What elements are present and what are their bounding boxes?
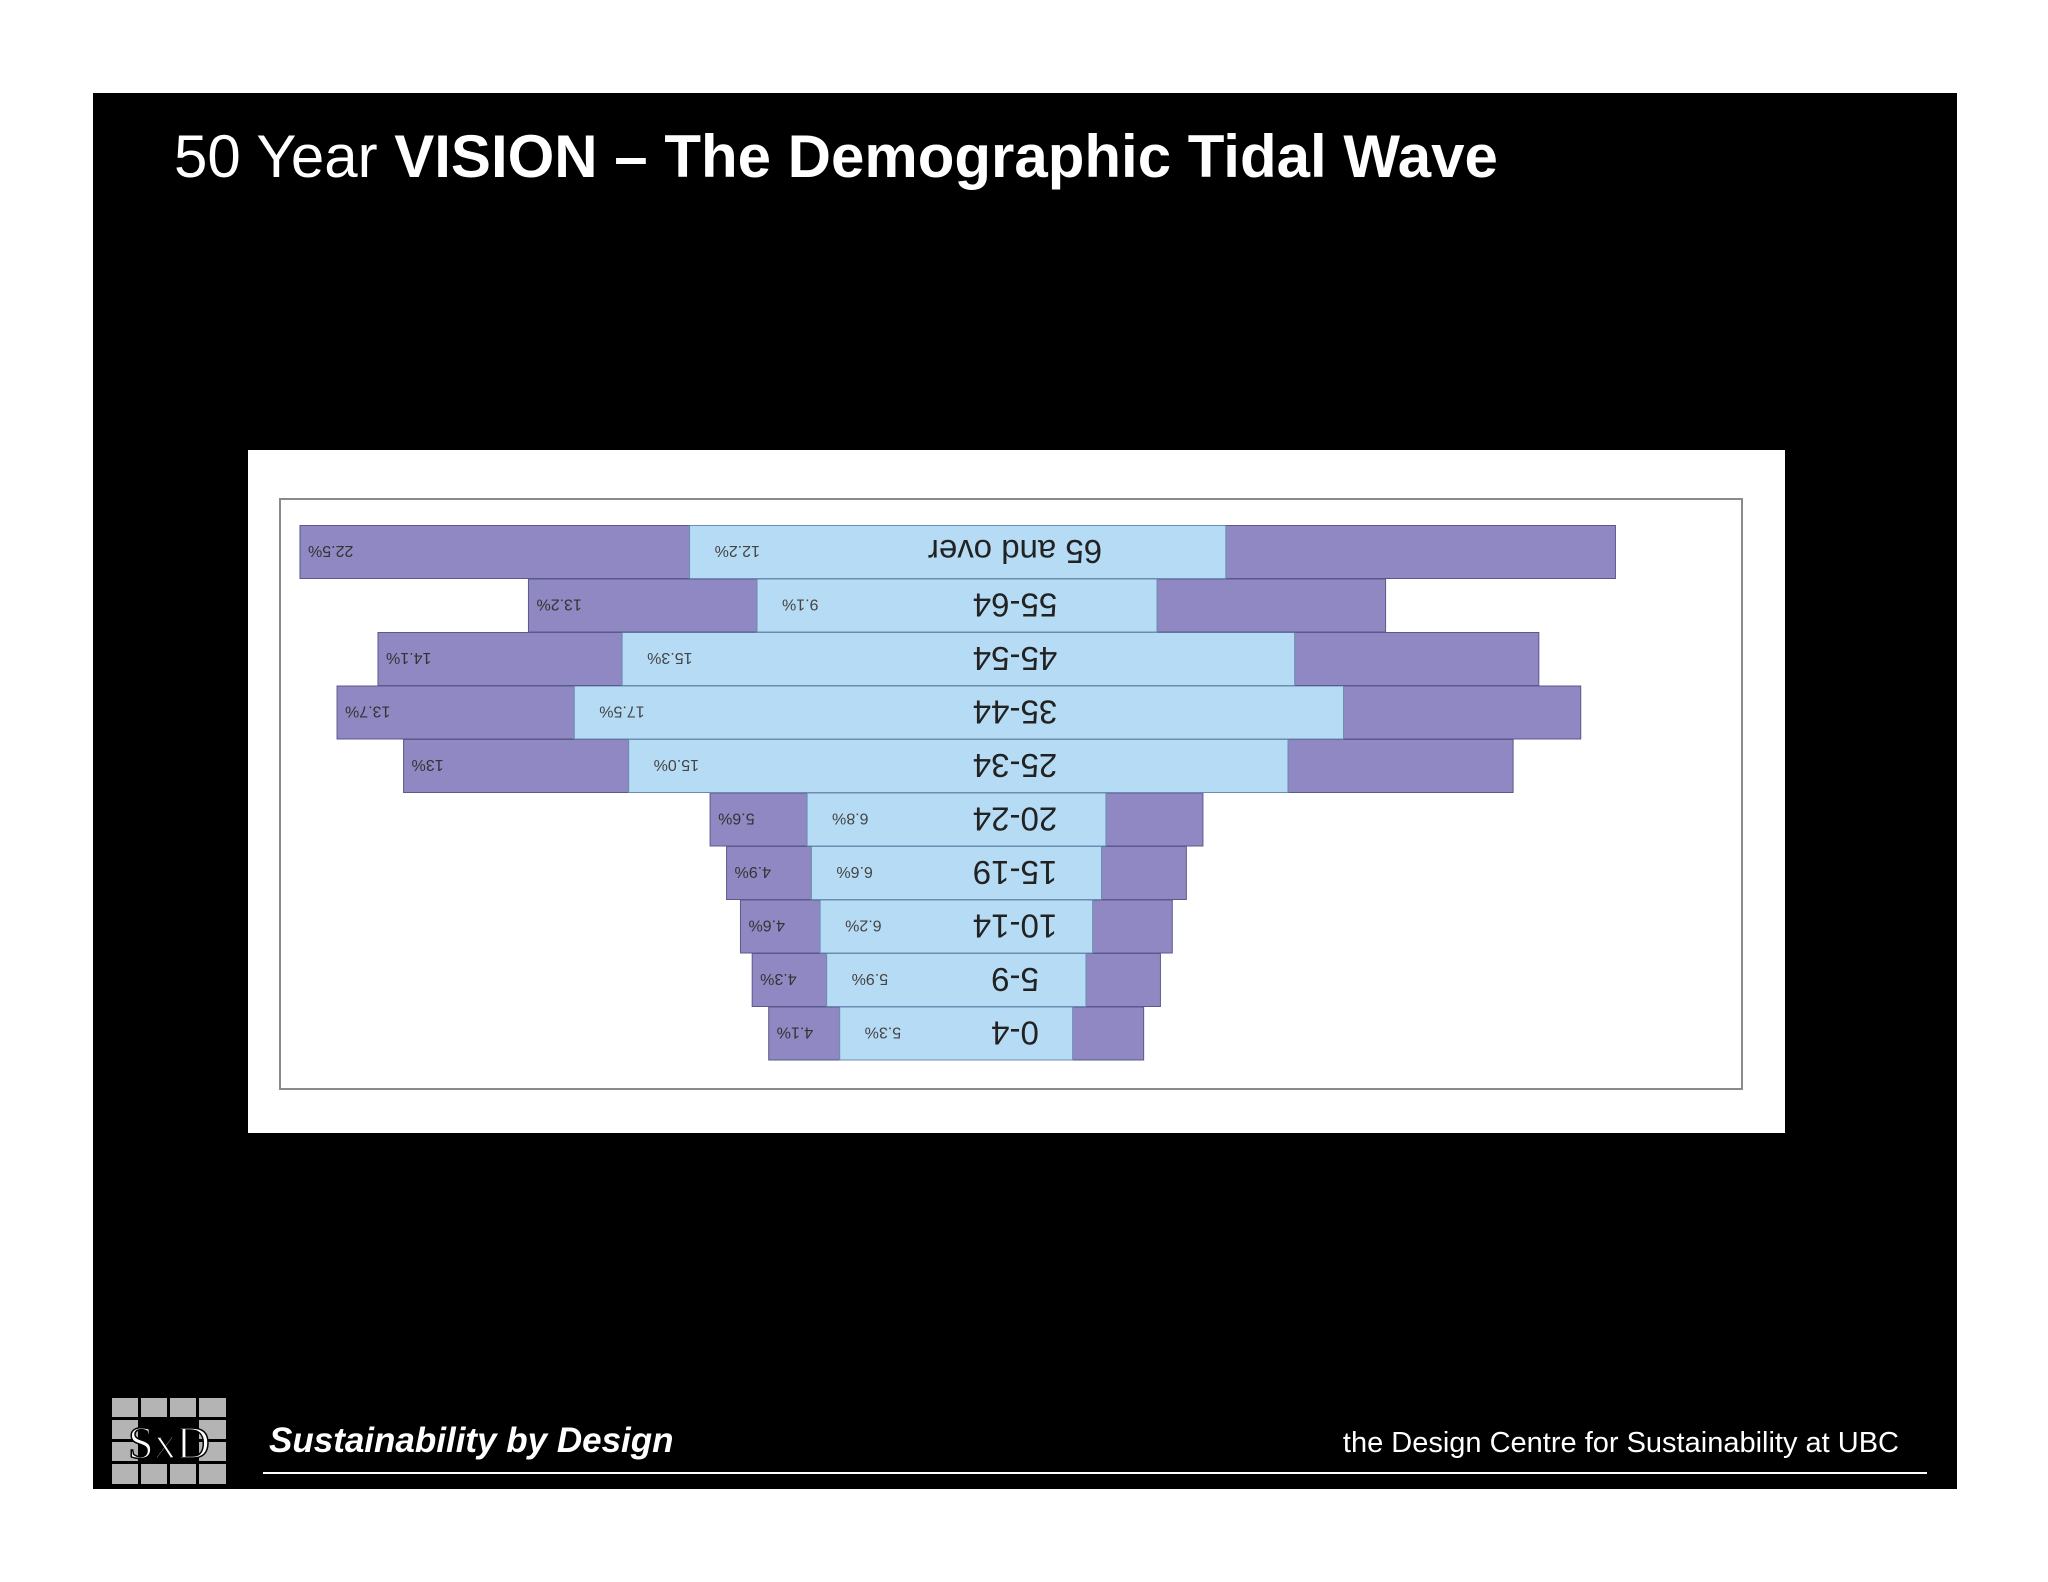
- inner-value-label: 12.2%: [715, 542, 760, 559]
- outer-value-label: 22.5%: [308, 542, 353, 559]
- outer-value-label: 4.3%: [760, 970, 796, 987]
- outer-value-label: 4.9%: [735, 863, 771, 880]
- population-pyramid-chart: 0-4 5.3% 4.1% 5-9 5.9% 4.3% 10-14 6.2% 4.6% 15-19…: [279, 498, 1743, 1090]
- inner-value-label: 15.3%: [647, 649, 692, 666]
- category-label: 20-24: [973, 801, 1057, 838]
- inner-value-label: 9.1%: [782, 596, 818, 613]
- sxd-logo: SxD: [112, 1398, 226, 1484]
- outer-value-label: 5.6%: [718, 810, 754, 827]
- footer-affiliation: the Design Centre for Sustainability at …: [1342, 1427, 1899, 1459]
- slide: 50 Year VISION – The Demographic Tidal W…: [93, 93, 1957, 1489]
- bar-inner-10-14: [819, 899, 1094, 954]
- inner-value-label: 6.2%: [845, 917, 881, 934]
- footer-divider: [263, 1472, 1927, 1474]
- bar-inner-65-and-over: [689, 525, 1227, 579]
- inner-value-label: 6.8%: [832, 810, 868, 827]
- category-label: 25-34: [973, 747, 1057, 784]
- chart-panel: 0-4 5.3% 4.1% 5-9 5.9% 4.3% 10-14 6.2% 4.6% 15-19…: [248, 450, 1785, 1133]
- inner-value-label: 5.9%: [852, 970, 888, 987]
- title-bold: VISION – The Demographic Tidal Wave: [394, 123, 1498, 190]
- title-light: 50 Year: [174, 123, 395, 190]
- slide-title: 50 Year VISION – The Demographic Tidal W…: [174, 121, 1498, 193]
- category-label: 35-44: [973, 694, 1057, 731]
- category-label: 10-14: [973, 908, 1057, 945]
- chart-rows: 0-4 5.3% 4.1% 5-9 5.9% 4.3% 10-14 6.2% 4.6% 15-19…: [299, 525, 1616, 1061]
- outer-value-label: 13%: [412, 756, 444, 773]
- inner-value-label: 6.6%: [836, 863, 872, 880]
- bar-inner-5-9: [826, 953, 1087, 1007]
- bar-inner-15-19: [810, 846, 1103, 900]
- bar-inner-20-24: [806, 792, 1107, 847]
- category-label: 0-4: [991, 1015, 1039, 1052]
- outer-value-label: 13.7%: [345, 703, 390, 720]
- inner-value-label: 15.0%: [654, 756, 699, 773]
- category-label: 45-54: [973, 640, 1057, 677]
- category-label: 15-19: [973, 854, 1057, 891]
- inner-value-label: 5.3%: [865, 1024, 901, 1041]
- category-label: 65 and over: [928, 533, 1102, 570]
- bar-inner-45-54: [621, 632, 1296, 686]
- outer-value-label: 4.6%: [748, 917, 784, 934]
- outer-value-label: 13.2%: [536, 596, 581, 613]
- logo-text: SxD: [128, 1417, 210, 1468]
- category-label: 5-9: [991, 961, 1039, 998]
- category-label: 55-64: [973, 587, 1057, 624]
- footer-brand: Sustainability by Design: [269, 1421, 674, 1460]
- outer-value-label: 4.1%: [777, 1024, 813, 1041]
- bar-inner-25-34: [628, 739, 1289, 793]
- bar-inner-35-44: [573, 685, 1344, 740]
- outer-value-label: 14.1%: [386, 649, 431, 666]
- inner-value-label: 17.5%: [599, 703, 644, 720]
